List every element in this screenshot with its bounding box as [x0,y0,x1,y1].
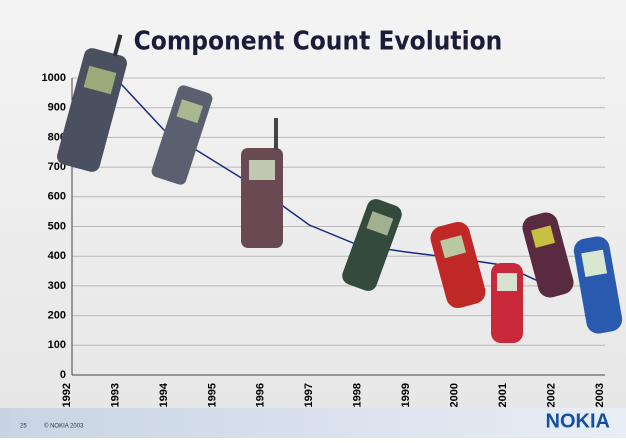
x-tick-label: 2001 [497,383,509,407]
logo: NOKIA [546,410,610,432]
y-tick-label: 400 [48,250,66,262]
y-tick-label: 200 [48,310,66,322]
page-number: 25 [20,424,27,430]
y-tick-label: 300 [48,280,66,292]
x-tick-label: 2002 [545,383,557,407]
y-tick-label: 100 [48,339,66,351]
chart-title: Component Count Evolution [134,27,503,57]
y-tick-label: 500 [48,220,66,232]
phone-screen [366,211,394,236]
x-tick-label: 1998 [352,383,364,407]
x-tick-label: 1994 [158,382,170,407]
y-tick-label: 600 [48,191,66,203]
x-tick-label: 1997 [303,383,315,407]
phone-screen [581,249,608,278]
x-tick-label: 1995 [206,383,218,407]
phone-images [57,34,623,343]
phone-screen [249,160,275,180]
y-tick-label: 900 [48,102,66,114]
x-tick-label: 1999 [400,383,412,407]
copyright: © NOKIA 2003 [44,423,84,430]
phone-screen [440,235,467,259]
y-tick-label: 0 [60,369,66,381]
x-tick-label: 1993 [109,383,121,407]
y-tick-label: 700 [48,161,66,173]
x-tick-label: 2003 [594,383,606,407]
phone-antenna [274,118,278,150]
phone-screen [83,65,117,95]
phone-screen [497,273,517,291]
y-tick-label: 1000 [42,72,66,84]
x-tick-label: 1992 [61,383,73,407]
x-tick-label: 2000 [449,383,461,407]
footer-bar [0,408,626,438]
phone-antenna [112,34,123,57]
phone-screen [531,225,556,248]
x-tick-label: 1996 [255,383,267,407]
phone-screen [176,99,203,124]
